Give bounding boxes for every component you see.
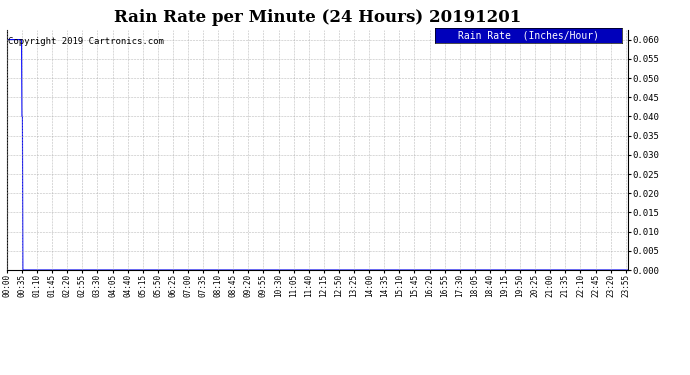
- Text: Copyright 2019 Cartronics.com: Copyright 2019 Cartronics.com: [8, 37, 164, 46]
- Title: Rain Rate per Minute (24 Hours) 20191201: Rain Rate per Minute (24 Hours) 20191201: [114, 9, 521, 26]
